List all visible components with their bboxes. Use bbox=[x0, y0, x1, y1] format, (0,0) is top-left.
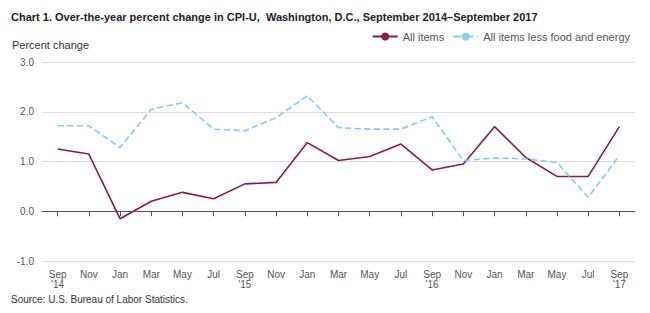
svg-text:Jan: Jan bbox=[486, 269, 502, 280]
svg-text:All items less food and energy: All items less food and energy bbox=[483, 31, 630, 43]
svg-text:Jul: Jul bbox=[395, 269, 408, 280]
svg-text:May: May bbox=[548, 269, 567, 280]
svg-text:Nov: Nov bbox=[80, 269, 98, 280]
svg-text:Sep: Sep bbox=[610, 268, 629, 280]
svg-text:'17: '17 bbox=[613, 279, 626, 290]
svg-text:Mar: Mar bbox=[517, 269, 535, 280]
svg-text:Mar: Mar bbox=[330, 269, 348, 280]
svg-text:Jul: Jul bbox=[207, 269, 220, 280]
svg-text:'15: '15 bbox=[238, 279, 251, 290]
svg-text:-1.0: -1.0 bbox=[17, 256, 35, 267]
svg-text:0.0: 0.0 bbox=[20, 206, 34, 217]
svg-text:Percent change: Percent change bbox=[12, 39, 89, 51]
svg-text:May: May bbox=[173, 269, 192, 280]
svg-text:Sep: Sep bbox=[423, 268, 441, 280]
svg-text:Chart 1. Over-the-year percent: Chart 1. Over-the-year percent change in… bbox=[11, 11, 538, 23]
svg-text:Mar: Mar bbox=[143, 269, 161, 280]
svg-text:Nov: Nov bbox=[454, 269, 472, 280]
svg-text:Nov: Nov bbox=[267, 269, 285, 280]
svg-text:Jan: Jan bbox=[299, 269, 315, 280]
svg-text:2.0: 2.0 bbox=[20, 106, 34, 117]
svg-text:Sep: Sep bbox=[236, 268, 254, 280]
svg-text:'14: '14 bbox=[51, 279, 64, 290]
svg-text:1.0: 1.0 bbox=[20, 156, 34, 167]
svg-text:Jan: Jan bbox=[112, 269, 128, 280]
svg-text:All items: All items bbox=[403, 31, 445, 43]
svg-text:Sep: Sep bbox=[48, 268, 67, 280]
svg-text:May: May bbox=[360, 269, 379, 280]
svg-text:3.0: 3.0 bbox=[20, 57, 34, 68]
svg-text:Source: U.S. Bureau of Labor S: Source: U.S. Bureau of Labor Statistics. bbox=[11, 294, 188, 305]
svg-text:Jul: Jul bbox=[582, 269, 595, 280]
svg-text:'16: '16 bbox=[426, 279, 439, 290]
